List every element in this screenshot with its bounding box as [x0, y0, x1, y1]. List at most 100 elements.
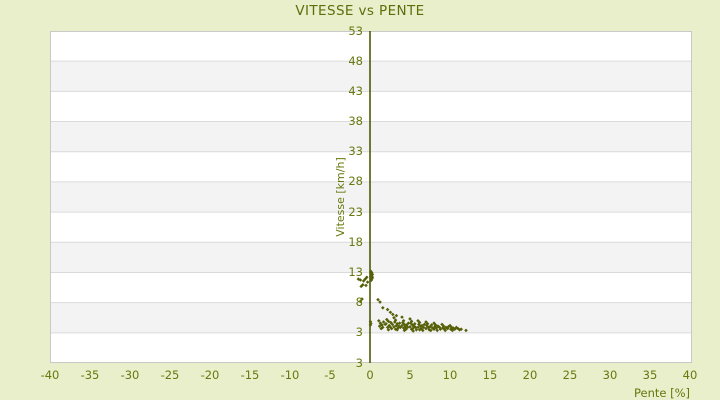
data-point [443, 328, 447, 333]
data-point [392, 324, 396, 329]
plot-border [50, 31, 692, 363]
data-point [409, 327, 414, 331]
data-point [401, 320, 405, 325]
x-tick-label: -25 [160, 368, 180, 382]
data-point [368, 323, 373, 327]
data-point [359, 284, 363, 289]
y-tick-label: 53 [348, 23, 363, 38]
data-point [413, 321, 417, 326]
data-point [453, 327, 457, 331]
data-point [417, 322, 421, 327]
background-stripe [50, 332, 692, 363]
data-point [417, 328, 422, 332]
data-point [397, 321, 402, 325]
data-point [425, 321, 430, 326]
data-point [364, 283, 368, 288]
x-tick-label: 30 [602, 368, 618, 382]
x-tick-label: 5 [406, 368, 414, 382]
x-tick-label: -15 [240, 368, 260, 382]
data-point [421, 325, 426, 330]
x-tick-label: -35 [80, 368, 100, 382]
data-point [449, 327, 453, 331]
data-point [429, 328, 433, 333]
data-point [400, 315, 404, 319]
data-point [433, 323, 438, 327]
data-point [402, 328, 407, 333]
data-point [381, 305, 385, 310]
data-point [388, 310, 393, 315]
data-point [391, 312, 395, 317]
data-point [377, 318, 381, 323]
data-point [384, 321, 388, 326]
x-tick-label: -10 [280, 368, 300, 382]
data-point [454, 325, 459, 330]
data-point [377, 324, 382, 328]
data-point [410, 323, 415, 327]
data-point [361, 279, 366, 283]
data-point [358, 299, 363, 304]
data-point [450, 328, 455, 333]
x-tick-label: 10 [442, 368, 458, 382]
background-stripe [50, 91, 692, 122]
data-point [411, 326, 415, 330]
data-point [405, 323, 409, 327]
data-point [408, 317, 412, 321]
y-tick-label: 8 [355, 295, 363, 310]
x-tick-label: 40 [682, 368, 698, 382]
data-point [419, 326, 423, 331]
data-point [411, 329, 415, 333]
x-tick-label: -5 [324, 368, 336, 382]
x-tick-label: -30 [120, 368, 140, 382]
data-point [395, 321, 399, 326]
background-stripe [50, 31, 692, 62]
x-tick-label: 25 [562, 368, 578, 382]
data-point [369, 269, 373, 274]
data-point [446, 324, 451, 329]
data-point [422, 322, 427, 327]
data-point [389, 320, 393, 325]
data-point [378, 300, 382, 304]
data-point [369, 271, 373, 276]
data-point [395, 328, 399, 332]
data-point [365, 280, 370, 284]
data-point [394, 323, 399, 328]
data-point [386, 319, 391, 324]
data-point [398, 325, 403, 330]
data-point [360, 297, 364, 301]
data-point [393, 318, 398, 322]
data-point [397, 324, 401, 328]
data-point [401, 318, 406, 323]
data-point [435, 328, 439, 333]
data-point [432, 327, 436, 331]
data-point [418, 324, 423, 328]
data-point [406, 321, 411, 325]
data-point [414, 328, 419, 332]
data-point [427, 328, 431, 332]
data-point [386, 328, 391, 332]
data-point [426, 325, 431, 330]
data-point [361, 283, 365, 287]
data-point [394, 313, 399, 318]
data-point [402, 322, 407, 327]
data-point [417, 320, 422, 325]
y-tick-label: 23 [348, 204, 363, 219]
data-point [442, 327, 447, 331]
x-tick-label: 0 [366, 368, 374, 382]
data-point [416, 325, 420, 330]
data-point [381, 320, 386, 324]
data-point [385, 307, 390, 312]
background-stripe [50, 302, 692, 333]
data-point [405, 325, 410, 330]
data-point [385, 317, 389, 322]
x-tick-label: -20 [200, 368, 220, 382]
data-point [408, 324, 412, 329]
data-point [379, 326, 383, 331]
background-stripe [50, 61, 692, 92]
y-tick-label: 38 [348, 114, 363, 129]
plot-area [50, 31, 692, 363]
data-point [459, 327, 463, 331]
data-point [400, 323, 404, 328]
x-tick-label: -40 [40, 368, 60, 382]
data-point [356, 277, 361, 281]
data-point [441, 324, 446, 328]
